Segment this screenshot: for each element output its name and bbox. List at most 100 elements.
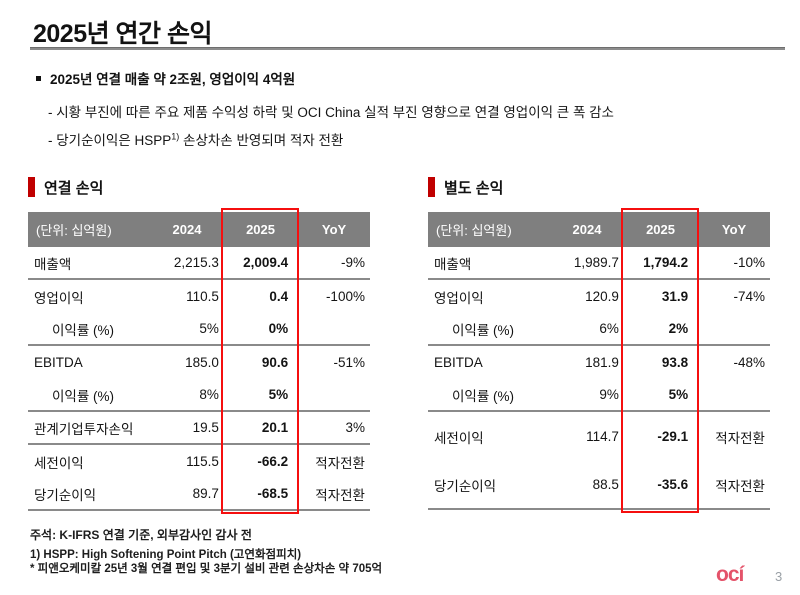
value-yoy: -100% xyxy=(325,289,365,304)
value-2024: 1,989.7 xyxy=(573,255,619,270)
summary-headline: 2025년 연결 매출 약 2조원, 영업이익 4억원 xyxy=(36,68,295,88)
table-row-revenue: 매출액 2,215.3 2,009.4 -9% xyxy=(28,247,370,280)
value-2025: 93.8 xyxy=(661,355,689,370)
value-yoy: 적자전환 xyxy=(315,487,365,503)
value-2024: 89.7 xyxy=(192,486,219,501)
unit-label: (단위: 십억원) xyxy=(436,223,512,238)
row-label: 관계기업투자손익 xyxy=(34,421,134,437)
row-label: 세전이익 xyxy=(434,430,484,446)
value-2025: 2% xyxy=(668,321,689,336)
page-number: 3 xyxy=(775,569,783,584)
value-2025: 90.6 xyxy=(261,355,289,370)
title-underline xyxy=(30,47,785,50)
bullet-2-suffix: 손상차손 반영되며 적자 전환 xyxy=(179,133,344,148)
value-2025: -68.5 xyxy=(257,486,289,501)
table-row-ebitda-margin: 이익률 (%) 9% 5% xyxy=(428,379,770,412)
value-2024: 185.0 xyxy=(185,355,219,370)
table-row-op-margin: 이익률 (%) 6% 2% xyxy=(428,313,770,346)
row-label: 세전이익 xyxy=(34,455,84,471)
separate-section-title: 별도 손익 xyxy=(444,179,504,197)
table-header: (단위: 십억원) 2024 2025 YoY xyxy=(428,212,770,247)
value-2024: 6% xyxy=(599,321,619,336)
value-2025: 0% xyxy=(268,321,289,336)
table-row-net-profit: 당기순이익 88.5 -35.6 적자전환 xyxy=(428,461,770,510)
summary-bullet-2: - 당기순이익은 HSPP1) 손상차손 반영되며 적자 전환 xyxy=(48,129,343,149)
footnote-hspp: 1) HSPP: High Softening Point Pitch (고연화… xyxy=(30,549,302,561)
consolidated-table: (단위: 십억원) 2024 2025 YoY 매출액 2,215.3 2,00… xyxy=(28,208,370,514)
table-row-ebitda: EBITDA 181.9 93.8 -48% xyxy=(428,346,770,379)
value-2024: 2,215.3 xyxy=(173,255,219,270)
red-bar-marker xyxy=(28,177,35,197)
summary-headline-text: 2025년 연결 매출 약 2조원, 영업이익 4억원 xyxy=(50,72,296,87)
consolidated-pl-panel: 연결 손익 (단위: 십억원) 2024 2025 YoY 매출액 2,215.… xyxy=(28,176,370,514)
value-yoy: 적자전환 xyxy=(715,430,765,446)
value-yoy: 3% xyxy=(345,420,365,435)
oci-logo: ocí xyxy=(716,563,744,586)
value-2024: 114.7 xyxy=(586,429,619,444)
row-label: 매출액 xyxy=(434,256,472,272)
table-row-operating-profit: 영업이익 120.9 31.9 -74% xyxy=(428,280,770,313)
row-label: 영업이익 xyxy=(34,290,84,306)
value-yoy: -10% xyxy=(733,255,765,270)
consolidated-section-header: 연결 손익 xyxy=(28,176,370,198)
footnote-pno-chemical: * 피앤오케미칼 25년 3월 연결 편입 및 3분기 설비 관련 손상차손 약… xyxy=(30,563,383,575)
value-2025: 0.4 xyxy=(269,289,289,304)
col-header-2025: 2025 xyxy=(646,222,675,237)
value-2025: 2,009.4 xyxy=(243,255,289,270)
separate-section-header: 별도 손익 xyxy=(428,176,770,198)
value-2024: 88.5 xyxy=(592,477,619,492)
row-label: 이익률 (%) xyxy=(52,322,115,338)
value-2025: 5% xyxy=(268,387,289,402)
value-2024: 19.5 xyxy=(192,420,219,435)
value-yoy: 적자전환 xyxy=(315,455,365,471)
unit-label: (단위: 십억원) xyxy=(36,223,112,238)
row-label: EBITDA xyxy=(34,355,83,370)
row-label: 이익률 (%) xyxy=(452,388,515,404)
value-2025: -29.1 xyxy=(657,429,689,444)
value-yoy: -48% xyxy=(733,355,765,370)
row-label: 매출액 xyxy=(34,256,72,272)
value-2024: 110.5 xyxy=(186,289,219,304)
row-label: 영업이익 xyxy=(434,290,484,306)
value-yoy: -9% xyxy=(340,255,365,270)
consolidated-section-title: 연결 손익 xyxy=(44,179,104,197)
value-2024: 9% xyxy=(599,387,619,402)
red-bar-marker xyxy=(428,177,435,197)
table-row-ebitda-margin: 이익률 (%) 8% 5% xyxy=(28,379,370,412)
table-row-pretax-profit: 세전이익 114.7 -29.1 적자전환 xyxy=(428,412,770,461)
separate-table: (단위: 십억원) 2024 2025 YoY 매출액 1,989.7 1,79… xyxy=(428,208,770,513)
value-yoy: -74% xyxy=(733,289,765,304)
table-row-operating-profit: 영업이익 110.5 0.4 -100% xyxy=(28,280,370,313)
col-header-2025: 2025 xyxy=(246,222,275,237)
table-header: (단위: 십억원) 2024 2025 YoY xyxy=(28,212,370,247)
row-label: EBITDA xyxy=(434,355,483,370)
bullet-2-prefix: - 당기순이익은 HSPP xyxy=(48,133,172,148)
page-title: 2025년 연간 손익 xyxy=(33,20,213,48)
row-label: 당기순이익 xyxy=(34,487,97,503)
table-row-net-profit: 당기순이익 89.7 -68.5 적자전환 xyxy=(28,478,370,511)
value-yoy: 적자전환 xyxy=(715,478,765,494)
value-2024: 120.9 xyxy=(585,289,619,304)
value-2025: 31.9 xyxy=(661,289,689,304)
table-row-equity-method: 관계기업투자손익 19.5 20.1 3% xyxy=(28,412,370,445)
value-2024: 5% xyxy=(199,321,219,336)
value-2024: 181.9 xyxy=(585,355,619,370)
value-yoy: -51% xyxy=(333,355,365,370)
col-header-2024: 2024 xyxy=(572,222,602,237)
table-row-ebitda: EBITDA 185.0 90.6 -51% xyxy=(28,346,370,379)
footnote-block: 1) HSPP: High Softening Point Pitch (고연화… xyxy=(30,548,382,576)
value-2024: 8% xyxy=(199,387,219,402)
footnote-kifrs: 주석: K-IFRS 연결 기준, 외부감사인 감사 전 xyxy=(30,528,252,542)
row-label: 이익률 (%) xyxy=(52,388,115,404)
summary-bullet-1: - 시황 부진에 따른 주요 제품 수익성 하락 및 OCI China 실적 … xyxy=(48,105,614,120)
col-header-yoy: YoY xyxy=(721,222,747,237)
value-2025: 1,794.2 xyxy=(643,255,689,270)
value-2025: 5% xyxy=(668,387,689,402)
col-header-yoy: YoY xyxy=(321,222,347,237)
value-2025: -66.2 xyxy=(257,454,289,469)
table-row-op-margin: 이익률 (%) 5% 0% xyxy=(28,313,370,346)
row-label: 당기순이익 xyxy=(434,478,497,494)
col-header-2024: 2024 xyxy=(172,222,202,237)
table-row-pretax-profit: 세전이익 115.5 -66.2 적자전환 xyxy=(28,445,370,478)
